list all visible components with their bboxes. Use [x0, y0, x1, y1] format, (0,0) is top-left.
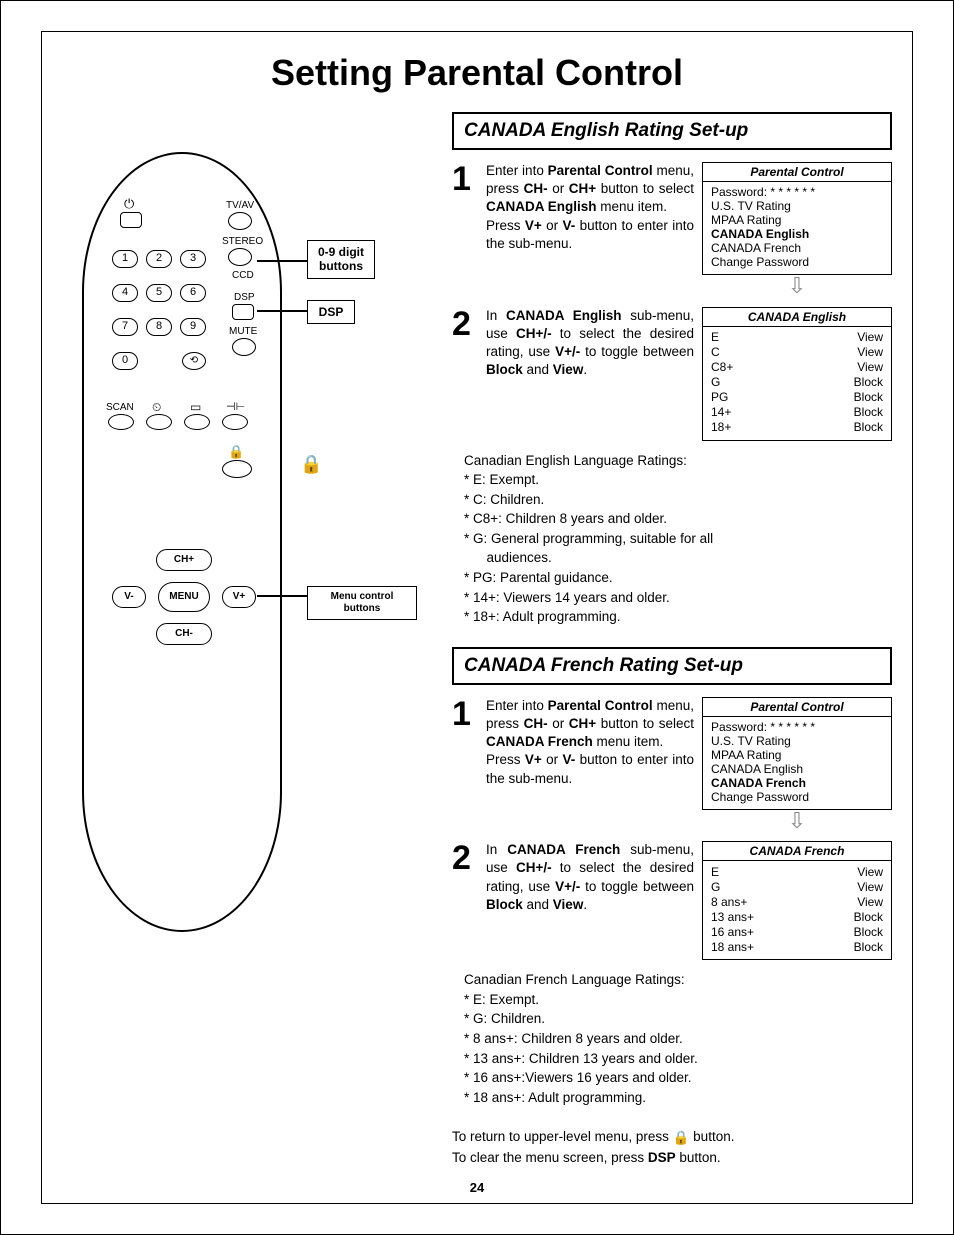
remote-outline: ⏻ TV/AV STEREO CCD 1 2 3	[82, 152, 282, 932]
osd-row: CView	[711, 345, 883, 360]
step-1-french-text: Enter into Parental Control menu, press …	[486, 697, 694, 832]
osd-parental-control-fr: Parental Control Password: * * * * * * U…	[702, 697, 892, 810]
picture-icon: ▭	[190, 400, 201, 414]
osd-row: 18+Block	[711, 420, 883, 435]
section-header-english: CANADA English Rating Set-up	[452, 112, 892, 150]
mute-label: MUTE	[229, 326, 257, 337]
ratings-english: Canadian English Language Ratings: * E: …	[464, 451, 892, 627]
page-title: Setting Parental Control	[62, 52, 892, 94]
step-number: 2	[452, 841, 478, 960]
section-header-french: CANADA French Rating Set-up	[452, 647, 892, 685]
v-plus-button[interactable]: V+	[222, 586, 256, 608]
digit-8[interactable]: 8	[146, 318, 172, 336]
scan-label: SCAN	[106, 402, 134, 413]
lock-button[interactable]	[222, 460, 252, 478]
power-icon: ⏻	[124, 196, 134, 212]
ch-plus-button[interactable]: CH+	[156, 549, 212, 571]
callout-digits: 0-9 digit buttons	[307, 240, 375, 279]
osd-row: GView	[711, 879, 883, 894]
step-number: 2	[452, 307, 478, 441]
lead-line	[257, 310, 307, 312]
osd-row: 18 ans+Block	[711, 939, 883, 954]
osd-canada-french: CANADA French EViewGView8 ans+View13 ans…	[702, 841, 892, 960]
tvav-label: TV/AV	[226, 200, 254, 211]
step-number: 1	[452, 697, 478, 832]
step-1-english-text: Enter into Parental Control menu, press …	[486, 162, 694, 297]
osd-row: EView	[711, 864, 883, 879]
ccd-label: CCD	[232, 270, 254, 281]
power-button[interactable]	[120, 212, 142, 228]
digit-7[interactable]: 7	[112, 318, 138, 336]
ch-minus-button[interactable]: CH-	[156, 623, 212, 645]
menu-button[interactable]: MENU	[158, 582, 210, 612]
lock-icon: 🔒	[300, 454, 322, 475]
digit-5[interactable]: 5	[146, 284, 172, 302]
v-minus-button[interactable]: V-	[112, 586, 146, 608]
osd-parental-control-en: Parental Control Password: * * * * * * U…	[702, 162, 892, 275]
timer-icon: ⏲	[152, 400, 161, 415]
lock-icon: 🔒	[673, 1128, 690, 1148]
osd-canada-english: CANADA English EViewCViewC8+ViewGBlockPG…	[702, 307, 892, 441]
digit-0[interactable]: 0	[112, 352, 138, 370]
arrow-down-icon: ⇩	[702, 277, 892, 295]
digit-6[interactable]: 6	[180, 284, 206, 302]
digit-1[interactable]: 1	[112, 250, 138, 268]
osd-row: PGBlock	[711, 390, 883, 405]
digit-9[interactable]: 9	[180, 318, 206, 336]
callout-dsp: DSP	[307, 300, 355, 324]
lead-line	[257, 595, 307, 597]
footer-instructions: To return to upper-level menu, press 🔒 b…	[452, 1127, 892, 1168]
osd-row: C8+View	[711, 360, 883, 375]
osd-row: EView	[711, 330, 883, 345]
timer-button[interactable]	[146, 414, 172, 430]
digit-2[interactable]: 2	[146, 250, 172, 268]
skip-icon: ⊣⊢	[226, 400, 245, 413]
stereo-label: STEREO	[222, 236, 263, 247]
osd-row: GBlock	[711, 375, 883, 390]
lead-line	[257, 260, 307, 262]
osd-row: 14+Block	[711, 405, 883, 420]
step-2-french-text: In CANADA French sub-menu, use CH+/- to …	[486, 841, 694, 960]
dsp-button[interactable]	[232, 304, 254, 320]
step-number: 1	[452, 162, 478, 297]
callout-menu-control: Menu control buttons	[307, 586, 417, 620]
lock-small-icon: 🔒	[228, 444, 244, 460]
page-number: 24	[470, 1180, 484, 1195]
mute-button[interactable]	[232, 338, 256, 356]
ratings-french: Canadian French Language Ratings: * E: E…	[464, 970, 892, 1107]
step-2-english-text: In CANADA English sub-menu, use CH+/- to…	[486, 307, 694, 441]
skip-button[interactable]	[222, 414, 248, 430]
osd-row: 13 ans+Block	[711, 909, 883, 924]
osd-row: 8 ans+View	[711, 894, 883, 909]
digit-4[interactable]: 4	[112, 284, 138, 302]
recall-button[interactable]: ⟲	[182, 352, 206, 370]
digit-3[interactable]: 3	[180, 250, 206, 268]
scan-button[interactable]	[108, 414, 134, 430]
picture-button[interactable]	[184, 414, 210, 430]
stereo-button[interactable]	[228, 248, 252, 266]
osd-row: 16 ans+Block	[711, 924, 883, 939]
dsp-label: DSP	[234, 292, 255, 303]
arrow-down-icon: ⇩	[702, 812, 892, 830]
tvav-button[interactable]	[228, 212, 252, 230]
